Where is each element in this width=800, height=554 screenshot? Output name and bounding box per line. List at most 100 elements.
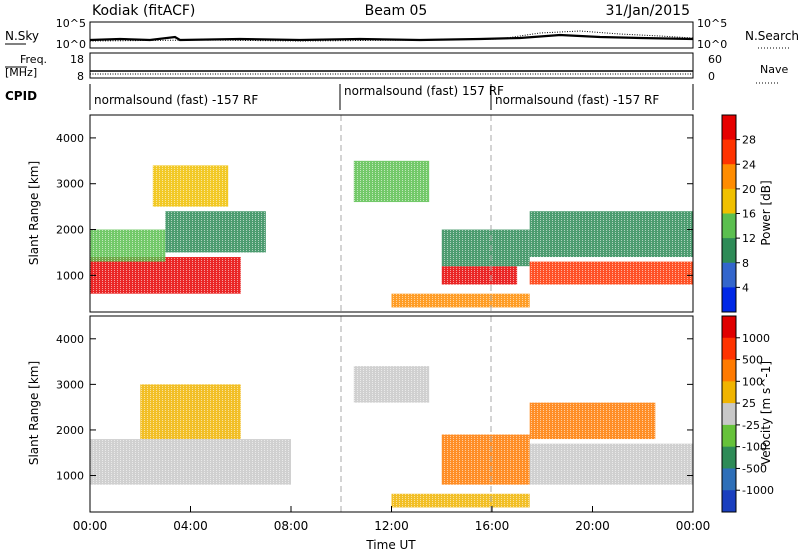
noise-left-tick-bottom: 10^0 — [56, 38, 86, 51]
noise-right-tick-bottom: 10^0 — [697, 38, 727, 51]
power-ylabel: Slant Range [km] — [27, 161, 41, 265]
cpid-label: CPID — [5, 89, 37, 103]
y-tick-label: 2000 — [56, 424, 84, 437]
region-texture — [165, 211, 266, 253]
colorbar-swatch — [722, 381, 736, 404]
y-tick-label: 4000 — [56, 132, 84, 145]
region-texture — [529, 443, 693, 485]
region-texture — [152, 165, 229, 207]
noise-sky-label: N.Sky — [5, 29, 39, 43]
y-tick-label: 1000 — [56, 269, 84, 282]
colorbar-tick-label: 24 — [742, 158, 756, 171]
colorbar-tick-label: 16 — [742, 208, 756, 221]
cpid-segment-3: normalsound (fast) -157 RF — [495, 93, 659, 107]
time-xlabel: Time UT — [365, 538, 416, 552]
region-texture — [441, 434, 530, 485]
y-tick-label: 2000 — [56, 224, 84, 237]
colorbar-tick-label: -500 — [742, 462, 767, 475]
velocity-x-axis: 00:00 04:00 08:00 12:00 16:00 20:00 00:00 — [73, 506, 711, 533]
noise-search-trace — [89, 30, 694, 42]
x-tick-label: 00:00 — [73, 519, 108, 533]
x-tick-label: 08:00 — [274, 519, 309, 533]
colorbar-frame — [721, 315, 737, 513]
noise-search-label: N.Search — [745, 29, 799, 43]
colorbar-swatch — [722, 316, 736, 339]
colorbar-swatch — [722, 468, 736, 491]
colorbar-tick-label: 20 — [742, 183, 756, 196]
colorbar-tick-label: 4 — [742, 281, 749, 294]
region-texture — [441, 229, 530, 267]
freq-right-tick-bottom: 0 — [708, 70, 715, 83]
colorbar-tick-label: 100 — [742, 375, 763, 388]
freq-left-tick-top: 18 — [70, 53, 84, 66]
colorbar-swatch — [722, 238, 736, 264]
region-texture — [353, 160, 430, 203]
colorbar-tick-label: 25 — [742, 397, 756, 410]
freq-right-tick-top: 60 — [708, 53, 722, 66]
colorbar-swatch — [722, 403, 736, 426]
colorbar-tick-label: 1000 — [742, 332, 770, 345]
y-tick-label: 1000 — [56, 470, 84, 483]
freq-left-tick-bottom: 8 — [77, 70, 84, 83]
colorbar-tick-label: 12 — [742, 232, 756, 245]
power-colorbar-label: Power [dB] — [759, 180, 773, 245]
velocity-y-axis: 1000 2000 3000 4000 — [56, 333, 693, 483]
colorbar-swatch — [722, 446, 736, 469]
x-tick-label: 00:00 — [676, 519, 711, 533]
x-tick-label: 12:00 — [374, 519, 409, 533]
freq-panel: Freq. [MHz] 18 8 60 0 Nave — [5, 52, 788, 84]
region-texture — [353, 366, 430, 403]
power-colorbar: 4 8 12 16 20 24 28 — [721, 114, 756, 313]
region-texture — [140, 384, 241, 440]
beam-title: Beam 05 — [365, 3, 428, 19]
freq-unit: [MHz] — [5, 66, 37, 79]
noise-left-tick-top: 10^5 — [56, 17, 86, 30]
cpid-strip: CPID normalsound (fast) -157 RF normalso… — [5, 84, 694, 110]
velocity-panel: 1000 2000 3000 4000 00:00 04:00 08:00 12:00 16:… — [27, 315, 774, 552]
colorbar-swatch — [722, 164, 736, 190]
x-tick-label: 04:00 — [173, 519, 208, 533]
noise-panel: N.Sky 10^5 10^0 10^5 10^0 N.Search — [5, 17, 799, 51]
colorbar-tick-label: 8 — [742, 257, 749, 270]
velocity-colorbar-label: Velocity [m s^-1] — [759, 361, 773, 465]
velocity-ylabel: Slant Range [km] — [27, 361, 41, 465]
region-texture — [391, 493, 530, 508]
region-texture — [441, 266, 518, 285]
power-panel: 1000 2000 3000 4000 Slant Range [km] 4 8 12 16… — [27, 114, 773, 313]
colorbar-swatch — [722, 188, 736, 214]
station-title: Kodiak (fitACF) — [92, 3, 195, 19]
cpid-segment-2: normalsound (fast) 157 RF — [344, 84, 504, 98]
colorbar-tick-label: -1000 — [742, 484, 774, 497]
colorbar-swatch — [722, 262, 736, 288]
region-texture — [90, 257, 241, 294]
y-tick-label: 3000 — [56, 378, 84, 391]
freq-label: Freq. — [20, 53, 47, 66]
x-tick-label: 20:00 — [575, 519, 610, 533]
power-data-layer — [90, 160, 693, 308]
power-plot-frame — [89, 114, 694, 313]
region-texture — [529, 211, 693, 258]
region-texture — [90, 439, 291, 485]
x-tick-label: 16:00 — [475, 519, 510, 533]
y-tick-label: 4000 — [56, 333, 84, 346]
colorbar-swatch — [722, 287, 736, 313]
colorbar-swatch — [722, 359, 736, 382]
region-texture — [391, 293, 530, 308]
noise-right-tick-top: 10^5 — [697, 17, 727, 30]
velocity-colorbar: 1000 500 100 25 -25 -100 -500 -1000 — [721, 315, 774, 513]
nave-label: Nave — [760, 63, 788, 76]
region-texture — [90, 229, 166, 262]
colorbar-swatch — [722, 213, 736, 239]
colorbar-swatch — [722, 115, 736, 141]
power-y-axis: 1000 2000 3000 4000 — [56, 132, 693, 282]
colorbar-swatch — [722, 337, 736, 361]
region-texture — [529, 402, 656, 440]
noise-sky-trace — [89, 33, 694, 42]
colorbar-swatch — [722, 490, 736, 513]
region-texture — [529, 261, 693, 285]
cpid-segment-1: normalsound (fast) -157 RF — [94, 93, 258, 107]
velocity-data-layer — [90, 366, 693, 508]
date-title: 31/Jan/2015 — [606, 3, 690, 19]
y-tick-label: 3000 — [56, 178, 84, 191]
